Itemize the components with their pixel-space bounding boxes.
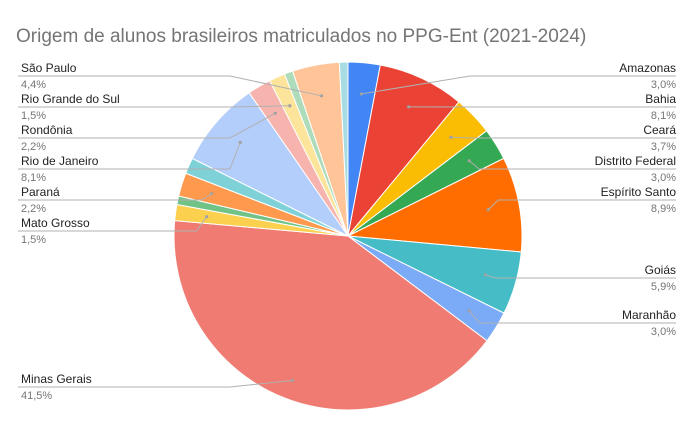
pie-slice-unlabeled-17	[338, 61, 349, 237]
slice-label-maranhao: Maranhão	[622, 308, 676, 322]
slice-label-rio-de-janeiro: Rio de Janeiro	[21, 154, 99, 168]
slice-label-distrito-federal: Distrito Federal	[595, 154, 676, 168]
leader-line-minas-gerais	[18, 380, 293, 388]
pie-slice-espirito-santo	[346, 157, 523, 253]
slice-percent-espirito-santo: 8,9%	[651, 203, 676, 215]
slice-label-rondonia: Rondônia	[21, 123, 73, 137]
slice-label-sao-paulo: São Paulo	[21, 61, 77, 75]
slice-percent-rondonia: 2,2%	[21, 141, 46, 153]
slice-percent-sao-paulo: 4,4%	[21, 79, 46, 91]
slice-label-rio-grande-do-sul: Rio Grande do Sul	[21, 92, 120, 106]
slice-label-parana: Paraná	[21, 185, 60, 199]
slice-percent-goias: 5,9%	[651, 281, 676, 293]
slice-percent-parana: 2,2%	[21, 203, 46, 215]
leader-line-espirito-santo	[487, 199, 676, 211]
slice-label-minas-gerais: Minas Gerais	[21, 372, 92, 386]
pie-slice-minas-gerais	[173, 220, 488, 411]
leader-dot-ceara	[449, 135, 453, 139]
leader-line-sao-paulo	[18, 75, 322, 97]
leader-line-amazonas	[361, 75, 676, 95]
chart-title: Origem de alunos brasileiros matriculado…	[16, 26, 586, 47]
slice-percent-mato-grosso: 1,5%	[21, 234, 46, 246]
slice-percent-rio-de-janeiro: 8,1%	[21, 172, 46, 184]
leader-line-rondonia	[18, 112, 276, 139]
slice-label-mato-grosso: Mato Grosso	[21, 216, 90, 230]
slice-label-amazonas: Amazonas	[619, 61, 676, 75]
leader-line-parana	[18, 193, 212, 201]
slice-percent-bahia: 8,1%	[651, 110, 676, 122]
pie-slices	[173, 61, 523, 411]
slice-percent-ceara: 3,7%	[651, 141, 676, 153]
slice-percent-maranhao: 3,0%	[651, 326, 676, 338]
slice-percent-amazonas: 3,0%	[651, 79, 676, 91]
slice-percent-minas-gerais: 41,5%	[21, 390, 52, 402]
slice-label-espirito-santo: Espírito Santo	[601, 185, 677, 199]
leader-line-rio-grande-do-sul	[18, 105, 290, 108]
leader-lines	[18, 75, 676, 388]
leader-line-maranhao	[469, 310, 676, 324]
slice-label-bahia: Bahia	[645, 92, 676, 106]
leader-line-rio-de-janeiro	[18, 142, 241, 170]
leader-line-distrito-federal	[468, 160, 676, 170]
slice-label-goias: Goiás	[645, 263, 676, 277]
leader-line-mato-grosso	[18, 216, 208, 232]
leader-line-ceara	[450, 136, 676, 139]
slice-percent-rio-grande-do-sul: 1,5%	[21, 110, 46, 122]
slice-percent-distrito-federal: 3,0%	[651, 172, 676, 184]
slice-label-ceara: Ceará	[643, 123, 676, 137]
leader-line-goias	[485, 274, 676, 279]
